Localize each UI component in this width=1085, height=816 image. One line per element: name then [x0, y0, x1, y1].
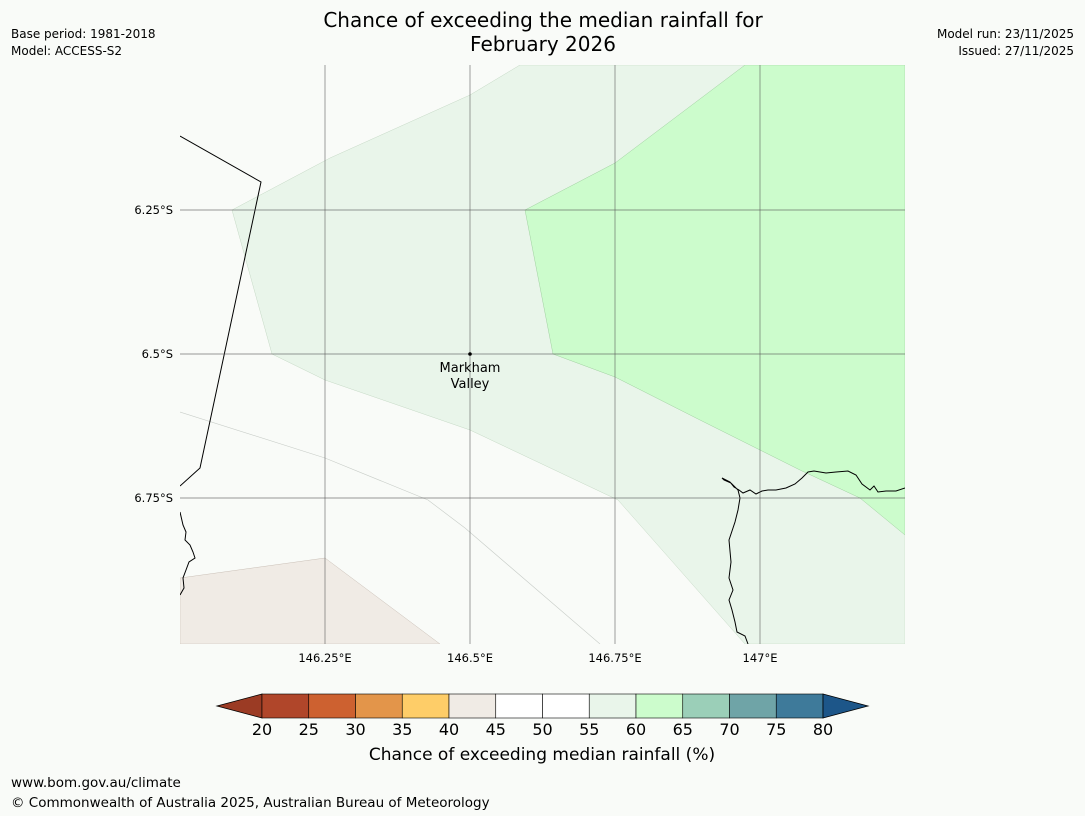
colorbar-segment — [261, 693, 310, 719]
lat-label-6-75s: 6.75°S — [134, 491, 173, 505]
lat-label-6-25s: 6.25°S — [134, 203, 173, 217]
colorbar-segment — [682, 693, 730, 719]
colorbar-segment — [495, 693, 543, 719]
coastline-west — [180, 135, 262, 487]
title-line-2: February 2026 — [470, 32, 616, 56]
colorbar-segment — [542, 693, 590, 719]
colorbar-segment — [355, 693, 403, 719]
issued-date: Issued: 27/11/2025 — [958, 44, 1074, 58]
meta-right: Model run: 23/11/2025 Issued: 27/11/2025 — [937, 26, 1074, 60]
place-label-line-2: Valley — [451, 377, 490, 392]
colorbar-tick-label: 50 — [532, 720, 552, 739]
colorbar-tick-label: 35 — [392, 720, 412, 739]
markham-valley-marker — [468, 352, 472, 356]
footer-url[interactable]: www.bom.gov.au/climate — [11, 775, 181, 791]
colorbar-segment — [308, 693, 356, 719]
footer-copyright: © Commonwealth of Australia 2025, Austra… — [11, 795, 490, 811]
colorbar-segment — [635, 693, 684, 719]
lat-labels: 6.25°S 6.5°S 6.75°S — [134, 203, 173, 505]
lon-label-146-75e: 146.75°E — [588, 651, 641, 665]
colorbar-segment — [401, 693, 450, 719]
title-line-1: Chance of exceeding the median rainfall … — [323, 8, 763, 32]
coastline-southwest — [180, 511, 196, 596]
colorbar-tick-label: 60 — [626, 720, 646, 739]
lat-label-6-5s: 6.5°S — [142, 347, 173, 361]
lon-labels: 146.25°E 146.5°E 146.75°E 147°E — [298, 651, 777, 665]
colorbar-over-arrow — [822, 693, 870, 719]
map-title: Chance of exceeding the median rainfall … — [243, 8, 843, 56]
colorbar-segment — [729, 693, 777, 719]
colorbar-tick-label: 20 — [252, 720, 272, 739]
colorbar-under-arrow — [215, 693, 263, 719]
colorbar: 20 25 30 35 40 45 50 55 60 65 70 75 80 — [215, 693, 870, 739]
model-run: Model run: 23/11/2025 — [936, 27, 1074, 41]
colorbar-tick-label: 75 — [766, 720, 786, 739]
colorbar-tick-label: 65 — [673, 720, 693, 739]
colorbar-tick-label: 55 — [579, 720, 599, 739]
colorbar-tick-label: 45 — [486, 720, 506, 739]
colorbar-tick-label: 70 — [719, 720, 739, 739]
colorbar-segment — [588, 693, 637, 719]
coastline-east — [721, 470, 905, 644]
place-label-line-1: Markham — [440, 361, 501, 376]
colorbar-tick-label: 25 — [299, 720, 319, 739]
base-period: Base period: 1981-2018 — [11, 27, 156, 41]
model-name: Model: ACCESS-S2 — [11, 44, 123, 58]
lon-label-146-5e: 146.5°E — [447, 651, 493, 665]
map-plot-area[interactable]: Markham Valley — [180, 65, 905, 644]
colorbar-segment — [775, 693, 824, 719]
grid-lines — [180, 65, 905, 644]
colorbar-segment — [448, 693, 497, 719]
region-40-45 — [180, 557, 441, 644]
colorbar-tick-label: 80 — [813, 720, 833, 739]
meta-left: Base period: 1981-2018 Model: ACCESS-S2 — [11, 26, 156, 60]
contour-line — [180, 411, 601, 644]
lon-label-147e: 147°E — [743, 651, 778, 665]
region-60-65 — [524, 65, 905, 536]
colorbar-tick-label: 30 — [345, 720, 365, 739]
colorbar-tick-label: 40 — [439, 720, 459, 739]
colorbar-label: Chance of exceeding median rainfall (%) — [368, 745, 716, 765]
lon-label-146-25e: 146.25°E — [298, 651, 351, 665]
